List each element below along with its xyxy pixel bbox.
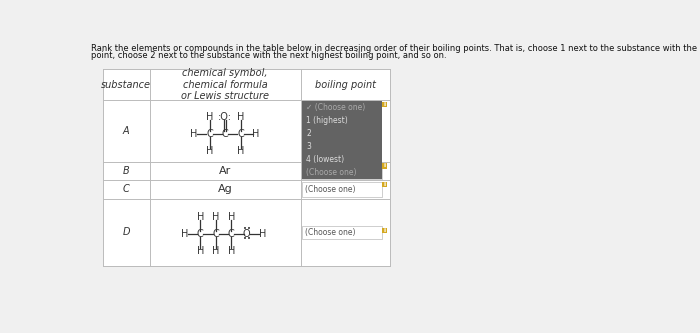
Text: C: C xyxy=(212,229,219,239)
Text: C: C xyxy=(237,129,244,139)
Bar xyxy=(302,101,382,179)
Bar xyxy=(382,228,387,233)
Text: chemical symbol,
chemical formula
or Lewis structure: chemical symbol, chemical formula or Lew… xyxy=(181,68,269,101)
Bar xyxy=(382,102,387,107)
Text: C: C xyxy=(228,229,235,239)
Text: Ar: Ar xyxy=(219,166,231,176)
Text: H: H xyxy=(237,112,244,122)
Text: H: H xyxy=(206,112,214,122)
Text: Ag: Ag xyxy=(218,184,232,194)
Text: C: C xyxy=(222,129,228,139)
Text: H: H xyxy=(181,229,188,239)
Bar xyxy=(382,163,387,168)
Text: substance: substance xyxy=(102,80,151,90)
Text: H: H xyxy=(237,146,244,156)
Text: boiling point: boiling point xyxy=(315,80,376,90)
Text: (Choose one): (Choose one) xyxy=(305,185,356,194)
Text: H: H xyxy=(228,246,235,256)
Text: ✓ (Choose one): ✓ (Choose one) xyxy=(306,103,365,112)
Text: H: H xyxy=(212,246,220,256)
Text: i: i xyxy=(384,164,386,168)
Text: H: H xyxy=(258,229,266,239)
Text: H: H xyxy=(197,212,204,222)
Text: H: H xyxy=(190,129,197,139)
Text: :O:: :O: xyxy=(218,112,232,122)
Text: C: C xyxy=(206,129,213,139)
Text: (Choose one): (Choose one) xyxy=(305,228,356,237)
Text: H: H xyxy=(212,212,220,222)
Text: ••: •• xyxy=(243,236,251,242)
Text: 3: 3 xyxy=(306,142,311,151)
Text: i: i xyxy=(384,102,386,107)
Bar xyxy=(302,226,382,239)
Text: H: H xyxy=(228,212,235,222)
Text: A: A xyxy=(123,126,130,136)
Text: C: C xyxy=(197,229,204,239)
Text: ••: •• xyxy=(243,226,251,232)
Text: i: i xyxy=(384,228,386,233)
Text: 2: 2 xyxy=(306,129,311,138)
Bar xyxy=(103,69,390,266)
Text: B: B xyxy=(123,166,130,176)
Text: Rank the elements or compounds in the table below in decreasing order of their b: Rank the elements or compounds in the ta… xyxy=(92,44,700,53)
Bar xyxy=(302,181,382,197)
Text: (Choose one): (Choose one) xyxy=(305,166,356,175)
Text: (Choose one): (Choose one) xyxy=(306,168,356,177)
Text: O: O xyxy=(243,229,251,239)
Bar xyxy=(302,163,382,178)
Text: C: C xyxy=(123,184,130,194)
Text: i: i xyxy=(384,182,386,187)
Text: H: H xyxy=(253,129,260,139)
Text: 4 (lowest): 4 (lowest) xyxy=(306,155,344,164)
Text: 1 (highest): 1 (highest) xyxy=(306,116,348,125)
Text: D: D xyxy=(122,227,130,237)
Text: H: H xyxy=(206,146,214,156)
Bar xyxy=(382,181,387,187)
Text: point, choose 2 next to the substance with the next highest boiling point, and s: point, choose 2 next to the substance wi… xyxy=(92,51,447,60)
Text: H: H xyxy=(197,246,204,256)
